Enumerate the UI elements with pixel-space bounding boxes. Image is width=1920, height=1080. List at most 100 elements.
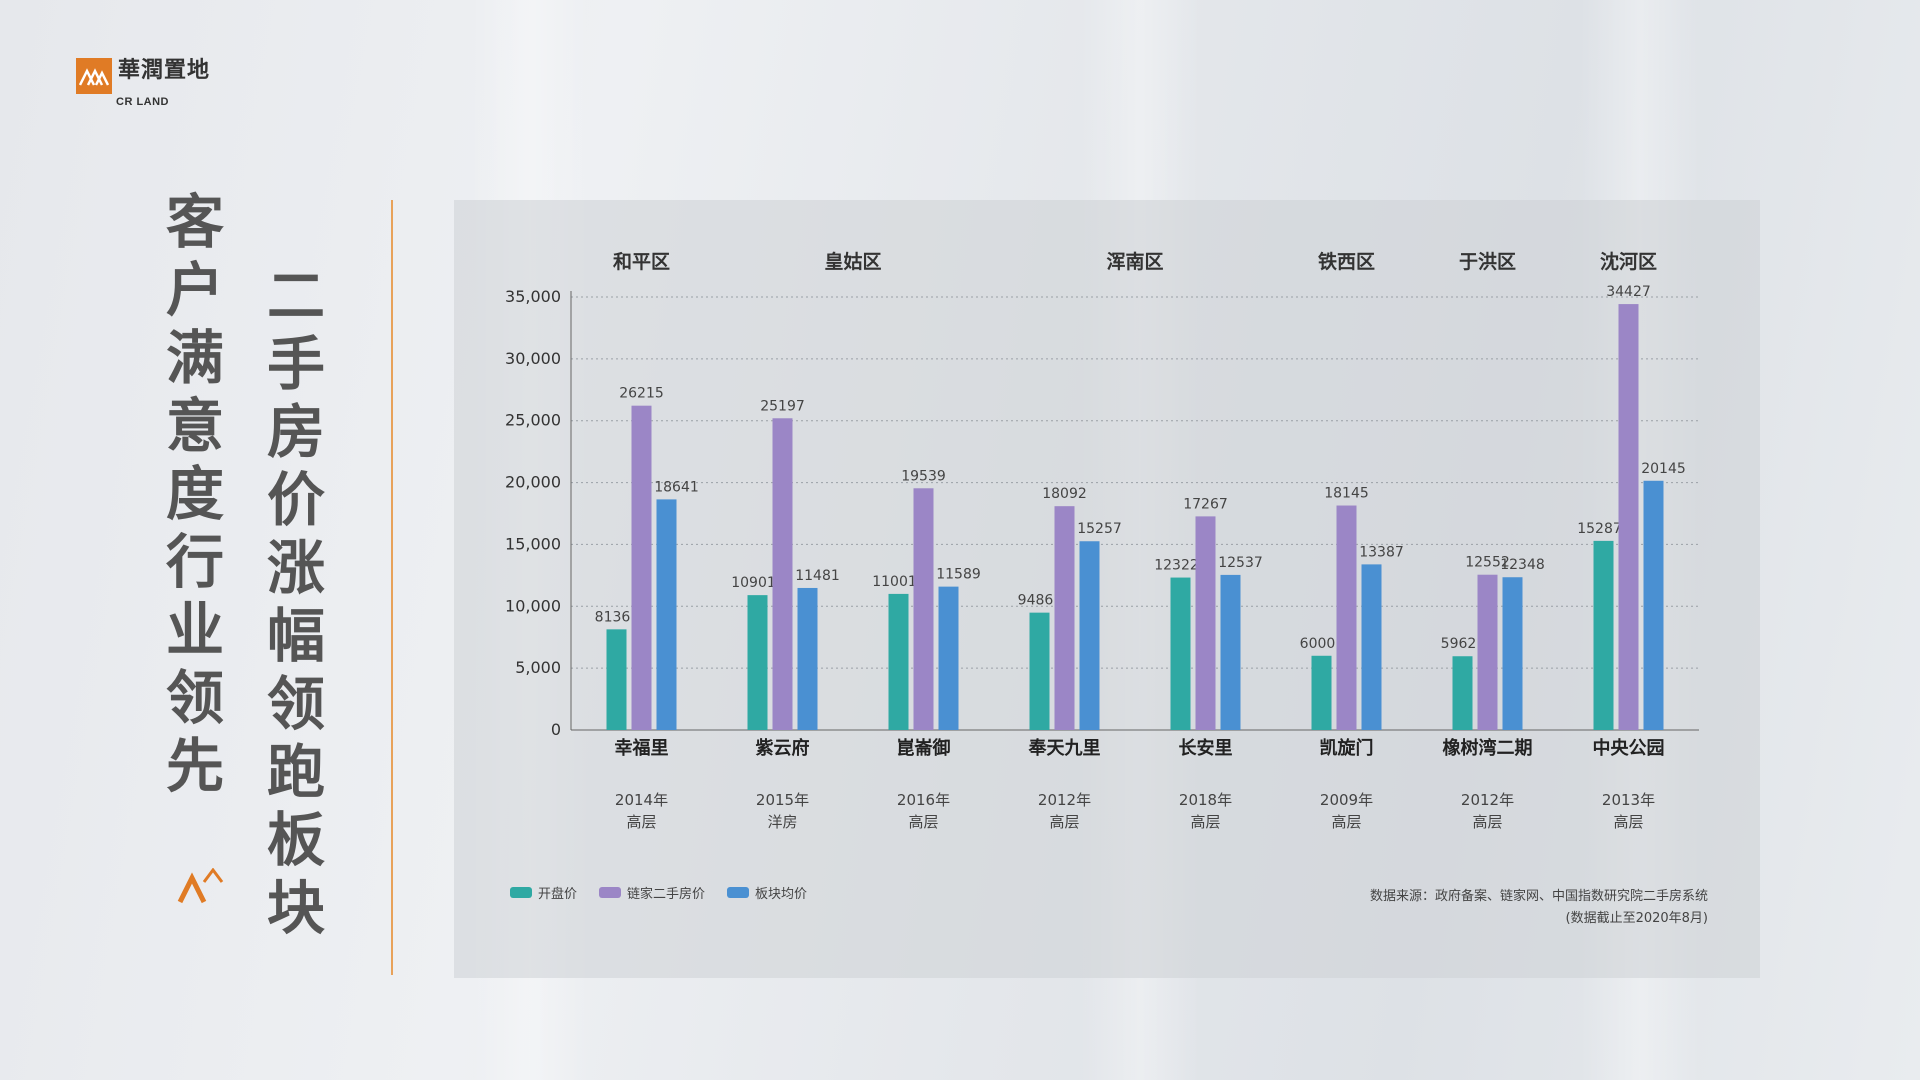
y-tick-label: 20,000 [505,473,561,492]
data-source-note: 数据来源：政府备案、链家网、中国指数研究院二手房系统 (数据截止至2020年8月… [1370,886,1708,930]
bar [1502,577,1523,730]
district-label: 和平区 [613,250,670,273]
title-char: 领 [266,670,325,738]
bar [1195,516,1216,730]
x-category-year: 2016年 [897,791,950,809]
brand-logo: 華潤置地 [76,58,210,94]
data-label: 12537 [1218,555,1263,571]
x-category-type: 高层 [626,813,656,831]
legend-item-block-average: 板块均价 [727,883,807,902]
legend-item-lianjia-price: 链家二手房价 [599,883,705,902]
data-label: 9486 [1018,593,1054,609]
title-char: 跑 [266,738,325,806]
data-label: 11001 [872,574,917,590]
title-char: 客 [165,188,224,256]
bar [913,488,934,730]
y-tick-label: 10,000 [505,596,561,615]
data-label: 19539 [901,468,946,484]
bar [772,418,793,730]
data-label: 12322 [1154,558,1199,574]
source-date-note: (数据截止至2020年8月) [1565,911,1709,926]
data-label: 34427 [1606,284,1651,300]
brand-name-en: CR LAND [116,96,169,108]
title-char: 行 [165,528,224,596]
bar [656,499,677,730]
bar [1643,480,1664,730]
data-label: 12552 [1465,555,1510,571]
y-tick-label: 5,000 [515,658,561,677]
title-char: 意 [165,392,224,460]
x-category-year: 2012年 [1461,791,1514,809]
title-char: 户 [165,256,224,324]
bar [1618,304,1639,730]
x-category-type: 高层 [908,813,938,831]
bar [938,586,959,730]
district-label: 浑南区 [1106,251,1163,273]
x-category-type: 高层 [1613,813,1643,831]
y-tick-label: 30,000 [505,349,561,368]
bar [1170,577,1191,730]
legend-item-open-price: 开盘价 [510,883,577,902]
legend-swatch [599,887,622,898]
bar [1452,656,1473,730]
title-char: 手 [266,330,325,398]
data-label: 25197 [760,398,805,414]
data-label: 6000 [1300,636,1336,652]
data-label: 18092 [1042,486,1087,502]
vertical-divider [391,200,393,975]
data-label: 12348 [1500,557,1545,573]
x-category-label: 中央公园 [1593,737,1665,759]
x-category-label: 凯旋门 [1320,737,1374,759]
data-label: 26215 [619,386,664,402]
title-char: 领 [165,664,224,732]
x-category-type: 洋房 [767,813,797,831]
legend-swatch [727,887,750,898]
x-category-label: 紫云府 [756,737,810,759]
bar [1336,505,1357,730]
x-category-year: 2018年 [1179,791,1232,809]
x-category-year: 2015年 [756,791,809,809]
bar [888,593,909,730]
x-category-year: 2014年 [615,791,668,809]
title-char: 二 [266,262,325,330]
district-label: 于洪区 [1459,251,1516,273]
data-label: 17267 [1183,496,1228,512]
y-tick-label: 0 [551,720,561,739]
y-tick-label: 25,000 [505,411,561,430]
data-label: 20145 [1641,461,1686,477]
x-category-year: 2012年 [1038,791,1091,809]
title-customer-satisfaction: 客户满意度行业领先 [160,188,230,800]
data-label: 15257 [1077,521,1122,537]
data-label: 5962 [1441,636,1477,652]
y-tick-label: 15,000 [505,534,561,553]
data-label: 11589 [936,567,981,583]
title-char: 业 [165,596,224,664]
bar [1079,541,1100,730]
bar [1477,574,1498,730]
x-category-label: 崑崙御 [897,737,951,759]
price-bar-chart: 0 5,000 10,000 15,000 20,000 25,000 30,000 35,0… [505,250,1699,831]
title-char: 价 [266,466,325,534]
bar [1311,655,1332,730]
bar [1054,506,1075,730]
bar [747,595,768,730]
y-tick-label: 35,000 [505,287,561,306]
x-category-type: 高层 [1331,813,1361,831]
bar [1029,612,1050,730]
brand-name-cn: 華潤置地 [118,57,211,83]
title-char: 度 [165,460,224,528]
chart-legend: 开盘价 链家二手房价 板块均价 [510,883,829,902]
x-category-type: 高层 [1190,813,1220,831]
x-category-label: 橡树湾二期 [1443,737,1533,759]
district-label: 沈河区 [1600,250,1657,273]
x-category-type: 高层 [1049,813,1079,831]
bar [797,587,818,730]
legend-label: 链家二手房价 [627,887,706,902]
data-label: 11481 [795,568,840,584]
data-label: 18145 [1324,486,1369,502]
logo-mountains-icon [76,58,112,94]
chevron-up-icon [176,867,226,912]
bar [606,629,627,730]
bar [1361,564,1382,730]
bar [1593,540,1614,730]
